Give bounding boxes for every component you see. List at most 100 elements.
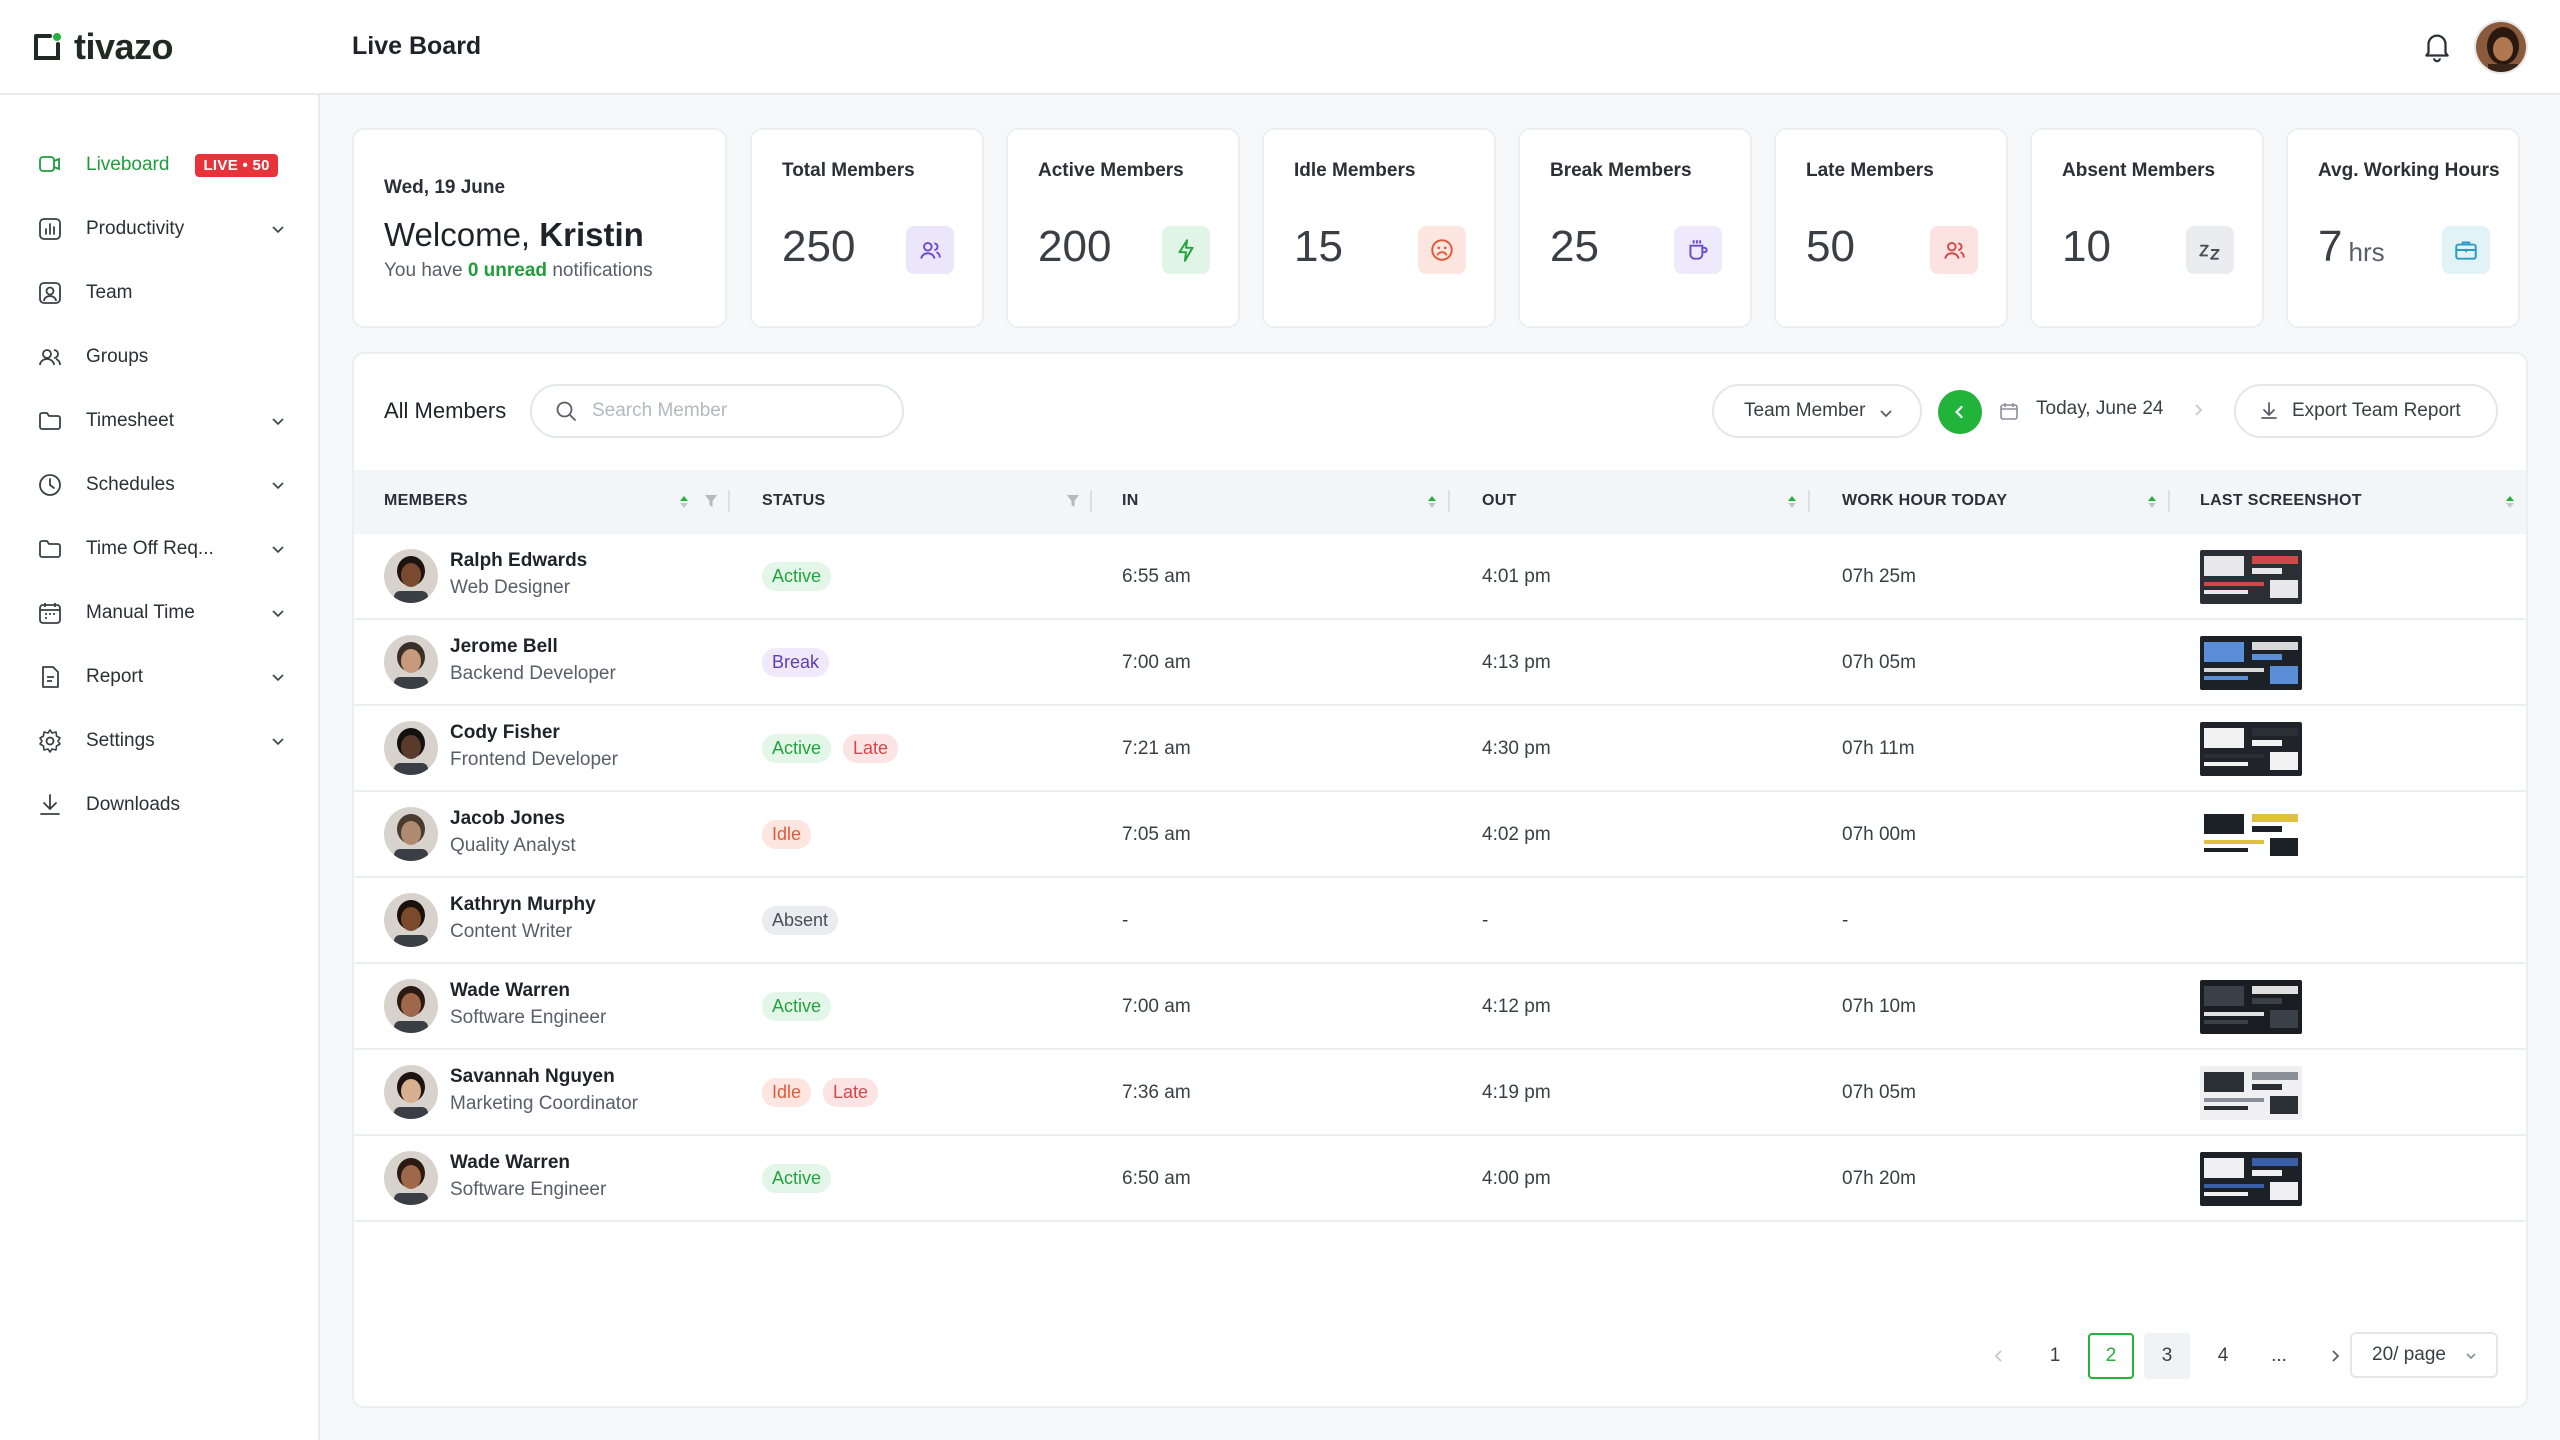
clock-out-time: 4:12 pm bbox=[1482, 996, 1551, 1017]
stat-unit: hrs bbox=[2348, 237, 2385, 267]
avatar[interactable] bbox=[384, 979, 438, 1033]
page-size-select[interactable]: 20/ page bbox=[2350, 1332, 2498, 1378]
sidebar-item-schedules[interactable]: Schedules bbox=[36, 465, 286, 505]
table-row[interactable]: Wade Warren Software Engineer Active 7:00 a… bbox=[354, 964, 2526, 1050]
sidebar-item-productivity[interactable]: Productivity bbox=[36, 209, 286, 249]
filter-icon[interactable] bbox=[1066, 493, 1080, 509]
column-members[interactable]: MEMBERS bbox=[384, 492, 468, 509]
stat-icon-badge bbox=[1418, 226, 1466, 274]
stat-card-total-members[interactable]: Total Members 250 bbox=[750, 128, 984, 328]
column-in[interactable]: IN bbox=[1122, 492, 1139, 509]
avatar[interactable] bbox=[384, 549, 438, 603]
sidebar-item-timesheet[interactable]: Timesheet bbox=[36, 401, 286, 441]
stat-label: Avg. Working Hours bbox=[2318, 160, 2500, 181]
bell-icon[interactable] bbox=[2420, 30, 2454, 64]
avatar[interactable] bbox=[384, 1151, 438, 1205]
export-team-report-button[interactable]: Export Team Report bbox=[2234, 384, 2498, 438]
column-work-hour[interactable]: WORK HOUR TODAY bbox=[1842, 492, 2008, 509]
column-out[interactable]: OUT bbox=[1482, 492, 1517, 509]
member-name[interactable]: Wade Warren bbox=[450, 1152, 571, 1173]
sidebar-item-team[interactable]: Team bbox=[36, 273, 286, 313]
sort-icon[interactable] bbox=[2504, 494, 2516, 510]
sort-icon[interactable] bbox=[678, 494, 690, 510]
column-last-screenshot[interactable]: LAST SCREENSHOT bbox=[2200, 492, 2362, 509]
prev-page-button[interactable] bbox=[1976, 1333, 2022, 1379]
sidebar-item-manual-time[interactable]: Manual Time bbox=[36, 593, 286, 633]
table-row[interactable]: Kathryn Murphy Content Writer Absent - - - bbox=[354, 878, 2526, 964]
avatar[interactable] bbox=[384, 893, 438, 947]
sidebar-item-settings[interactable]: Settings bbox=[36, 721, 286, 761]
avatar[interactable] bbox=[384, 807, 438, 861]
member-role: Marketing Coordinator bbox=[450, 1093, 638, 1114]
screenshot-thumbnail[interactable] bbox=[2200, 1152, 2302, 1206]
search-input[interactable] bbox=[592, 400, 892, 422]
member-name[interactable]: Kathryn Murphy bbox=[450, 894, 596, 915]
logo-icon bbox=[34, 33, 61, 60]
avatar[interactable] bbox=[384, 635, 438, 689]
report-icon bbox=[42, 666, 59, 688]
avatar[interactable] bbox=[384, 1065, 438, 1119]
page-title: Live Board bbox=[352, 32, 482, 60]
stat-card-absent-members[interactable]: Absent Members 10 bbox=[2030, 128, 2264, 328]
stat-card-active-members[interactable]: Active Members 200 bbox=[1006, 128, 1240, 328]
column-status[interactable]: STATUS bbox=[762, 492, 826, 509]
page-button[interactable]: ... bbox=[2271, 1345, 2287, 1366]
stat-card-idle-members[interactable]: Idle Members 15 bbox=[1262, 128, 1496, 328]
page-button[interactable]: 3 bbox=[2144, 1333, 2190, 1379]
clock-in-time: 7:36 am bbox=[1122, 1082, 1191, 1103]
sidebar-item-downloads[interactable]: Downloads bbox=[36, 785, 286, 825]
table-row[interactable]: Ralph Edwards Web Designer Active 6:55 am 4:… bbox=[354, 534, 2526, 620]
stat-card-late-members[interactable]: Late Members 50 bbox=[1774, 128, 2008, 328]
screenshot-thumbnail[interactable] bbox=[2200, 722, 2302, 776]
table-row[interactable]: Cody Fisher Frontend Developer Active Late 7… bbox=[354, 706, 2526, 792]
team-member-dropdown[interactable]: Team Member bbox=[1712, 384, 1922, 438]
member-name[interactable]: Savannah Nguyen bbox=[450, 1066, 615, 1087]
users-icon bbox=[920, 241, 941, 259]
table-row[interactable]: Jerome Bell Backend Developer Break 7:00 am… bbox=[354, 620, 2526, 706]
filter-icon[interactable] bbox=[704, 493, 718, 509]
app-name: tivazo bbox=[74, 26, 174, 67]
member-name[interactable]: Ralph Edwards bbox=[450, 550, 588, 571]
sidebar-item-time-off-req[interactable]: Time Off Req... bbox=[36, 529, 286, 569]
unread-count[interactable]: 0 unread bbox=[467, 260, 548, 281]
app-logo[interactable]: tivazo bbox=[30, 26, 174, 68]
next-page-button[interactable] bbox=[2312, 1333, 2358, 1379]
calendar-icon bbox=[2000, 403, 2018, 420]
sidebar-item-liveboard[interactable]: Liveboard LIVE • 50 bbox=[36, 145, 286, 185]
sort-icon[interactable] bbox=[2146, 494, 2158, 510]
table-row[interactable]: Jacob Jones Quality Analyst Idle 7:05 am 4:0… bbox=[354, 792, 2526, 878]
sort-icon[interactable] bbox=[1786, 494, 1798, 510]
screenshot-thumbnail[interactable] bbox=[2200, 636, 2302, 690]
screenshot-thumbnail[interactable] bbox=[2200, 808, 2302, 862]
page-button[interactable]: 2 bbox=[2088, 1333, 2134, 1379]
stat-card-break-members[interactable]: Break Members 25 bbox=[1518, 128, 1752, 328]
search-box[interactable] bbox=[530, 384, 904, 438]
date-label[interactable]: Today, June 24 bbox=[2036, 398, 2164, 419]
member-name[interactable]: Jacob Jones bbox=[450, 808, 566, 829]
avatar[interactable] bbox=[384, 721, 438, 775]
welcome-username: Kristin bbox=[539, 216, 644, 253]
screenshot-thumbnail[interactable] bbox=[2200, 550, 2302, 604]
stat-card-avg-working-hours[interactable]: Avg. Working Hours 7 hrs bbox=[2286, 128, 2520, 328]
page-button[interactable]: 4 bbox=[2217, 1345, 2229, 1366]
table-row[interactable]: Wade Warren Software Engineer Active 6:50 a… bbox=[354, 1136, 2526, 1222]
sidebar-item-label: Schedules bbox=[86, 474, 175, 495]
table-row[interactable]: Savannah Nguyen Marketing Coordinator Idle… bbox=[354, 1050, 2526, 1136]
sidebar-item-groups[interactable]: Groups bbox=[36, 337, 286, 377]
page-button[interactable]: 1 bbox=[2049, 1345, 2061, 1366]
member-name[interactable]: Wade Warren bbox=[450, 980, 571, 1001]
user-avatar[interactable] bbox=[2474, 20, 2528, 74]
page-size-label: 20/ page bbox=[2372, 1344, 2446, 1365]
screenshot-thumbnail[interactable] bbox=[2200, 980, 2302, 1034]
member-name[interactable]: Jerome Bell bbox=[450, 636, 558, 657]
sort-icon[interactable] bbox=[1426, 494, 1438, 510]
member-role: Content Writer bbox=[450, 921, 573, 942]
date-prev-button[interactable] bbox=[1938, 390, 1982, 434]
screenshot-thumbnail[interactable] bbox=[2200, 1066, 2302, 1120]
sidebar-item-report[interactable]: Report bbox=[36, 657, 286, 697]
sidebar-item-label: Groups bbox=[86, 346, 149, 367]
sidebar-item-label: Downloads bbox=[86, 794, 180, 815]
chevron-right-icon[interactable] bbox=[2190, 402, 2206, 418]
top-header: tivazo Live Board bbox=[0, 0, 2560, 95]
member-name[interactable]: Cody Fisher bbox=[450, 722, 560, 743]
